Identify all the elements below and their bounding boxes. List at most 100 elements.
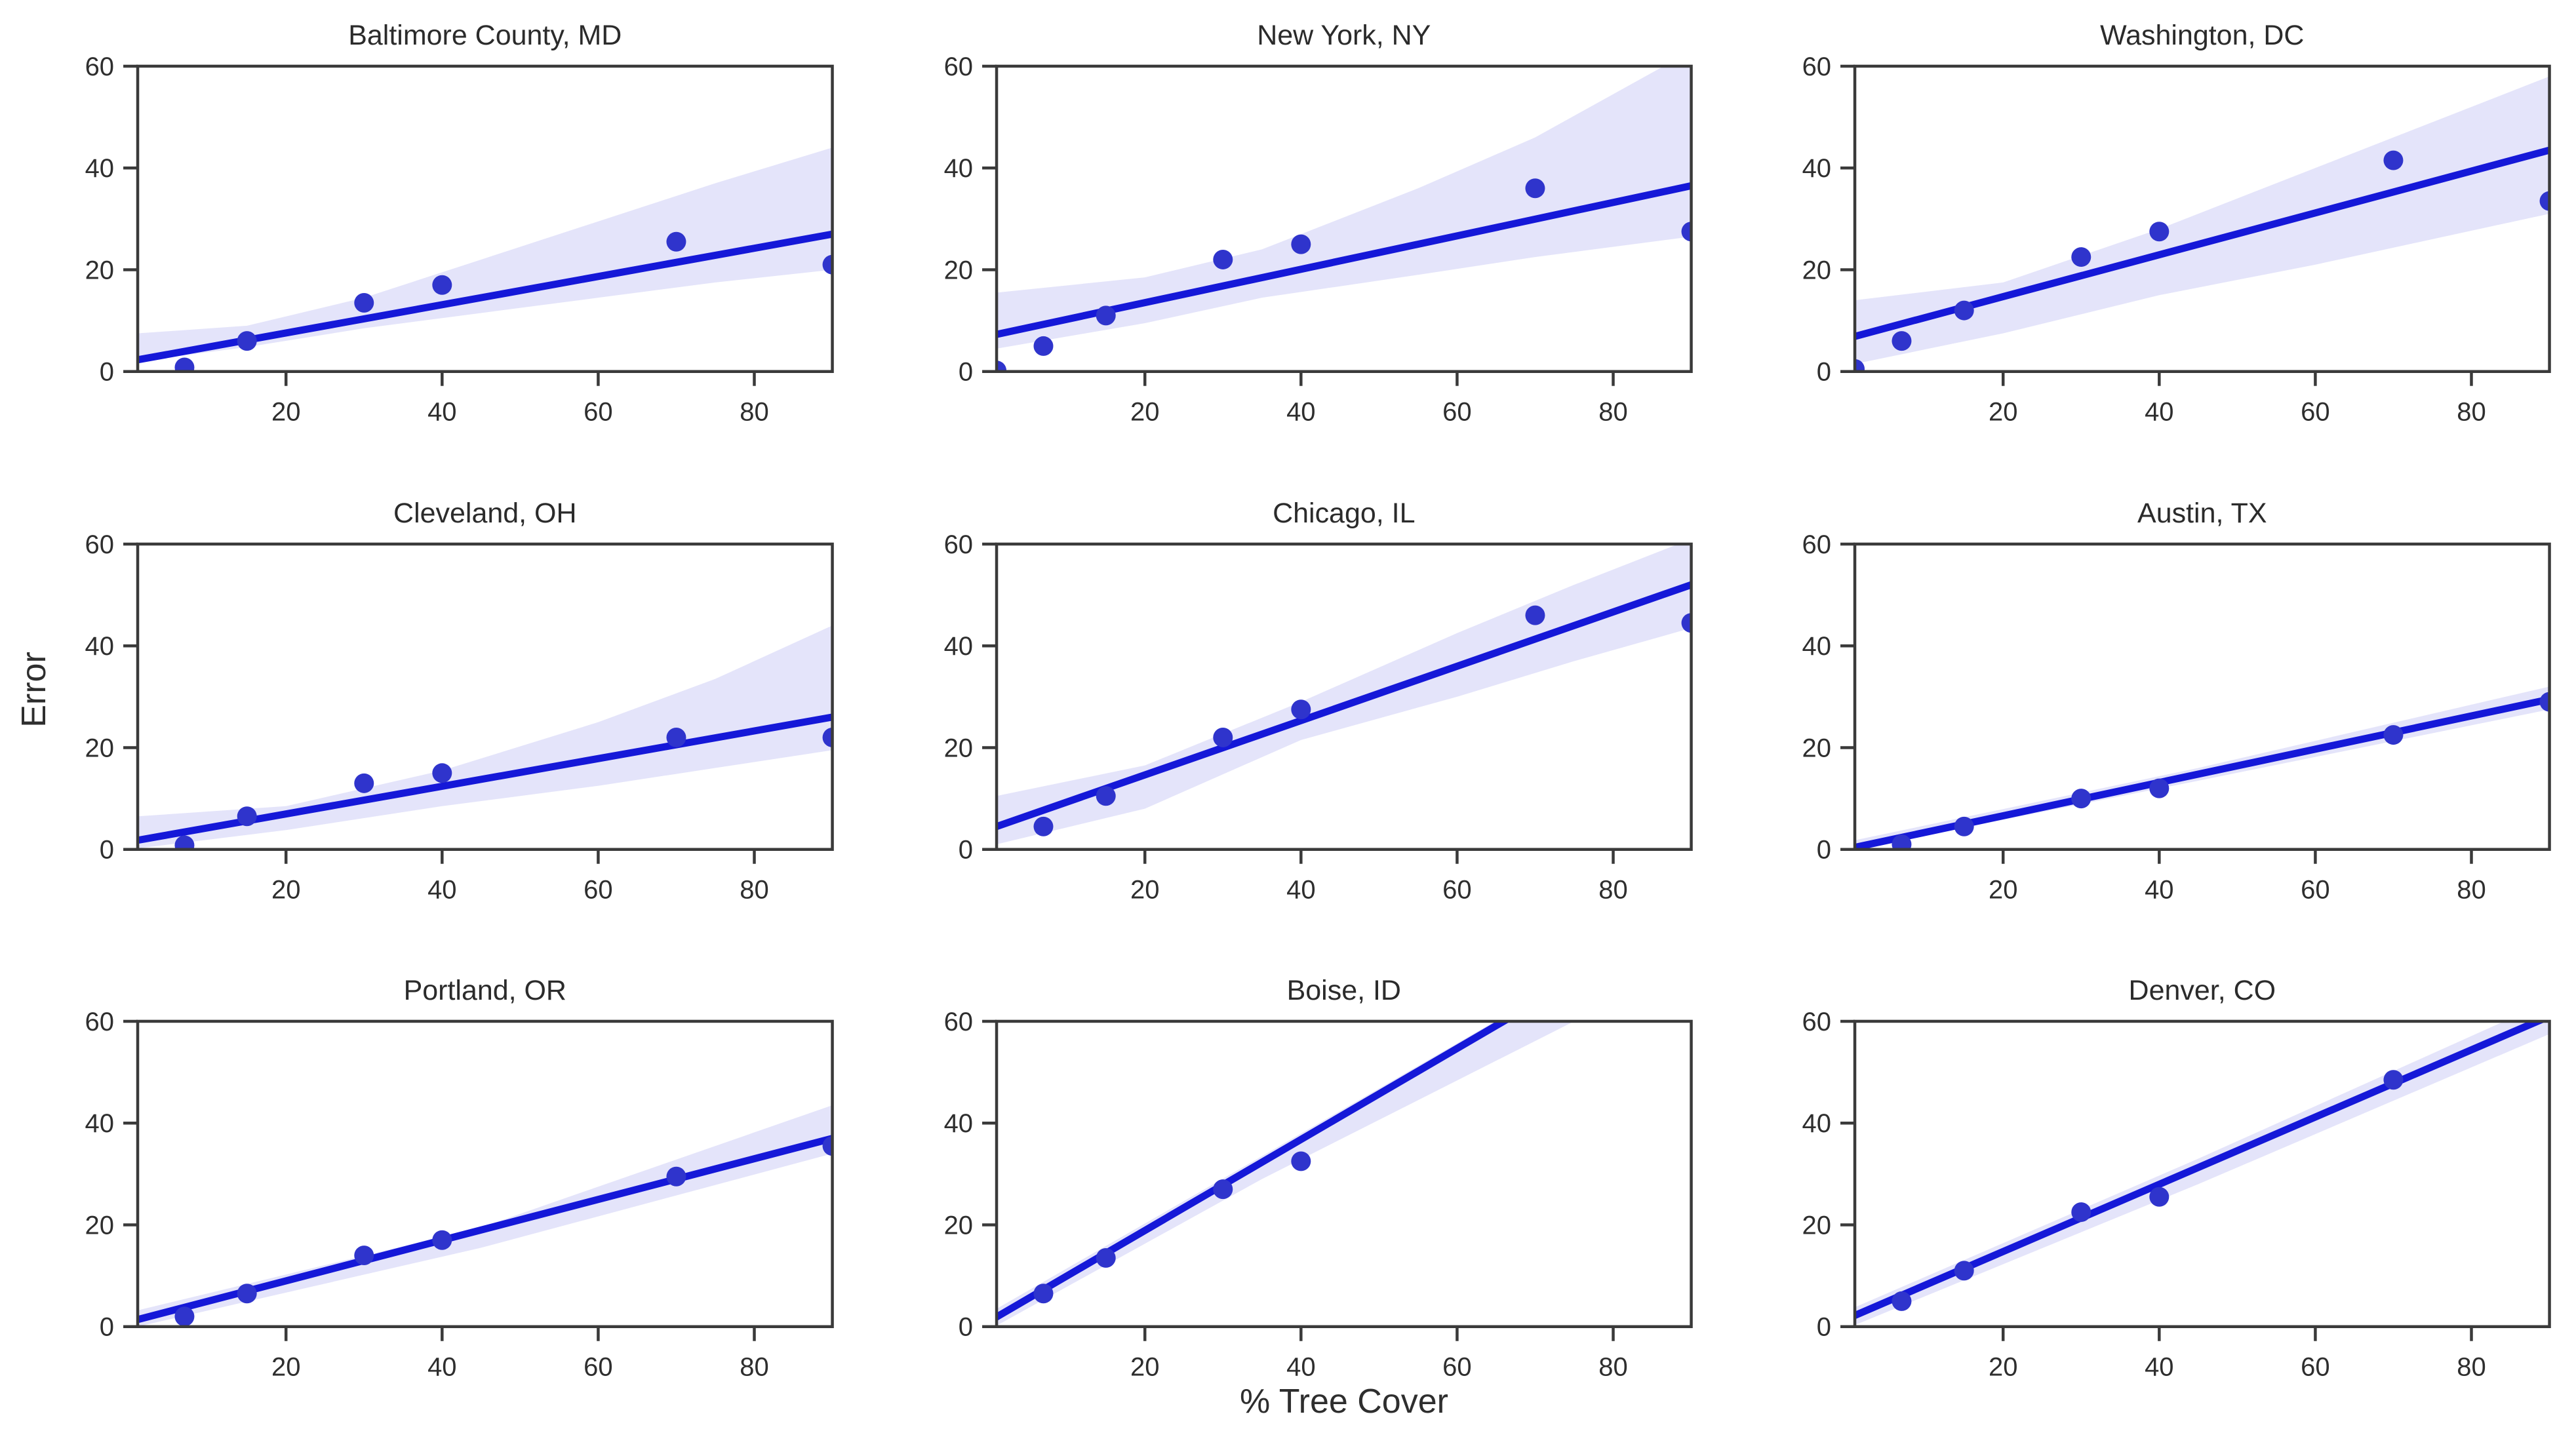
subplot-title: Washington, DC xyxy=(2100,20,2304,51)
data-point xyxy=(1290,234,1311,254)
data-point xyxy=(822,727,833,747)
y-tick-label: 40 xyxy=(85,632,114,661)
y-tick-label: 0 xyxy=(100,358,114,387)
confidence-band xyxy=(1855,1021,2550,1325)
plot-spines xyxy=(136,64,834,373)
data-point xyxy=(1290,699,1311,719)
data-point xyxy=(1681,612,1692,633)
x-tick-label: 80 xyxy=(740,398,768,427)
subplot-title: New York, NY xyxy=(1257,20,1431,51)
plot-area xyxy=(138,625,833,850)
y-tick-label: 60 xyxy=(1802,1008,1831,1036)
y-tick-label: 20 xyxy=(943,734,972,762)
x-tick-label: 80 xyxy=(740,1353,768,1382)
subplot-washington-dc: 20 40 60 80 0 20 40 60 Washington, DC xyxy=(1802,20,2552,427)
x-tick-label: 40 xyxy=(1286,398,1315,427)
y-tick-label: 0 xyxy=(100,835,114,864)
data-point xyxy=(1892,331,1912,351)
y-tick-label: 20 xyxy=(85,1211,114,1240)
axis-ticks: 20 40 60 80 0 20 40 60 xyxy=(85,530,769,905)
y-axis-label: Error xyxy=(15,652,53,728)
x-tick-label: 40 xyxy=(427,875,456,904)
data-point xyxy=(1525,605,1545,625)
subplot-title: Boise, ID xyxy=(1286,975,1400,1006)
plot-area xyxy=(1855,1021,2550,1325)
data-point xyxy=(2383,1070,2404,1090)
axis-ticks: 20 40 60 80 0 20 40 60 xyxy=(1802,1008,2486,1382)
x-tick-label: 80 xyxy=(2457,875,2486,904)
x-tick-label: 20 xyxy=(271,398,300,427)
x-axis-label: % Tree Cover xyxy=(1240,1383,1448,1421)
data-point xyxy=(432,762,452,783)
y-tick-label: 20 xyxy=(1802,1211,1831,1240)
y-tick-label: 60 xyxy=(85,1008,114,1036)
x-tick-label: 40 xyxy=(1286,875,1315,904)
x-tick-label: 20 xyxy=(271,875,300,904)
confidence-band xyxy=(138,147,833,362)
data-point xyxy=(1892,1291,1912,1312)
subplot-new-york-ny: 20 40 60 80 0 20 40 60 New York, NY xyxy=(943,20,1693,427)
data-point xyxy=(1954,1261,1975,1281)
data-point xyxy=(354,292,374,313)
y-tick-label: 40 xyxy=(1802,154,1831,183)
data-point xyxy=(1290,1151,1311,1171)
axis-ticks: 20 40 60 80 0 20 40 60 xyxy=(943,1008,1627,1382)
data-point xyxy=(354,773,374,793)
y-tick-label: 60 xyxy=(1802,52,1831,81)
axis-ticks: 20 40 60 80 0 20 40 60 xyxy=(85,1008,769,1382)
subplot-baltimore-county-md: 20 40 60 80 0 20 40 60 Baltimore County, MD xyxy=(85,20,834,427)
y-tick-label: 20 xyxy=(1802,734,1831,762)
x-tick-label: 40 xyxy=(2145,875,2173,904)
y-tick-label: 40 xyxy=(1802,1110,1831,1139)
y-tick-label: 40 xyxy=(943,1110,972,1139)
x-tick-label: 60 xyxy=(584,1353,612,1382)
subplot-title: Portland, OR xyxy=(404,975,566,1006)
x-tick-label: 60 xyxy=(2301,875,2330,904)
data-point xyxy=(237,806,257,826)
data-point xyxy=(1855,359,1865,372)
y-tick-label: 20 xyxy=(1802,256,1831,285)
data-point xyxy=(996,361,1006,372)
data-point xyxy=(2383,724,2404,745)
subplot-title: Cleveland, OH xyxy=(393,498,576,529)
confidence-band xyxy=(996,66,1692,349)
data-point xyxy=(1033,1284,1054,1304)
data-point xyxy=(432,275,452,295)
x-tick-label: 40 xyxy=(427,398,456,427)
plot-spines xyxy=(995,542,1693,851)
data-point xyxy=(354,1246,374,1266)
x-tick-label: 40 xyxy=(2145,1353,2173,1382)
data-point xyxy=(2539,191,2550,211)
plot-area xyxy=(996,66,1692,372)
y-tick-label: 40 xyxy=(943,154,972,183)
plot-area xyxy=(138,147,833,372)
x-tick-label: 60 xyxy=(2301,398,2329,427)
x-tick-label: 20 xyxy=(1130,1353,1159,1382)
data-point xyxy=(1212,727,1233,747)
subplot-boise-id: 20 40 60 80 0 20 40 60 Boise, ID xyxy=(943,975,1693,1382)
data-point xyxy=(1892,834,1912,850)
data-point xyxy=(174,1306,195,1327)
x-tick-label: 60 xyxy=(1442,1353,1471,1382)
data-point xyxy=(2149,1187,2170,1207)
subplot-title: Baltimore County, MD xyxy=(348,20,622,51)
data-point xyxy=(1033,816,1054,836)
x-tick-label: 80 xyxy=(2457,1353,2486,1382)
subplot-title: Chicago, IL xyxy=(1273,498,1415,529)
data-point xyxy=(1212,1179,1233,1200)
x-tick-label: 20 xyxy=(1989,875,2017,904)
x-tick-label: 60 xyxy=(584,875,612,904)
data-point xyxy=(2383,150,2404,170)
subplot-title: Austin, TX xyxy=(2137,498,2267,529)
y-tick-label: 20 xyxy=(85,256,114,285)
data-point xyxy=(2071,788,2091,808)
y-tick-label: 0 xyxy=(1817,835,1831,864)
data-point xyxy=(2149,222,2170,242)
plot-area xyxy=(1855,686,2550,850)
y-tick-label: 0 xyxy=(958,835,972,864)
y-tick-label: 0 xyxy=(100,1313,114,1342)
axis-ticks: 20 40 60 80 0 20 40 60 xyxy=(943,52,1627,427)
data-point xyxy=(2071,1202,2091,1223)
y-tick-label: 0 xyxy=(1817,1313,1831,1342)
